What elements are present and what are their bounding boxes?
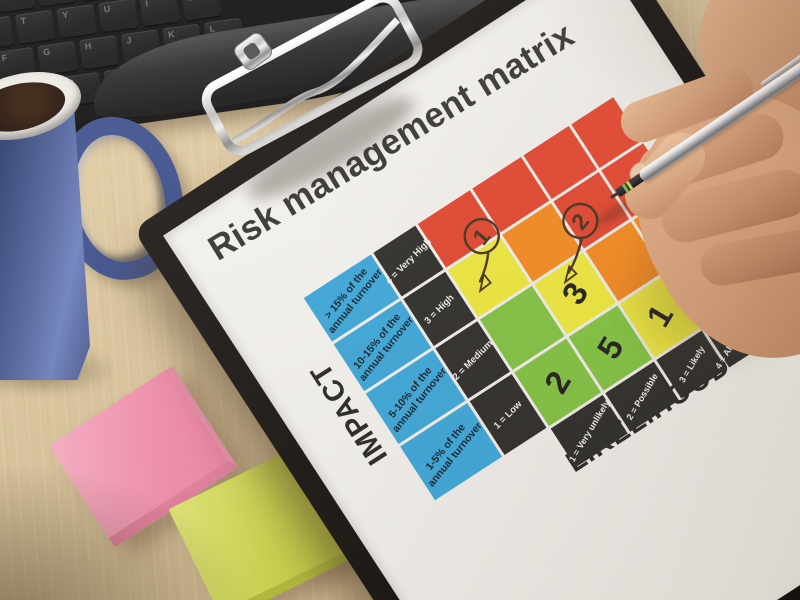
clip-lever [234,32,273,70]
clipboard-clip[interactable] [178,0,453,190]
keyboard-key[interactable]: U [97,0,139,33]
keyboard-key[interactable]: H [78,35,120,70]
keyboard-key[interactable]: R [0,15,14,50]
keyboard-key[interactable]: G [37,41,79,75]
mug-body [0,98,90,380]
keyboard-key[interactable]: Y [56,4,98,38]
keyboard-key[interactable]: T [14,9,56,44]
clip-wire [201,0,423,156]
